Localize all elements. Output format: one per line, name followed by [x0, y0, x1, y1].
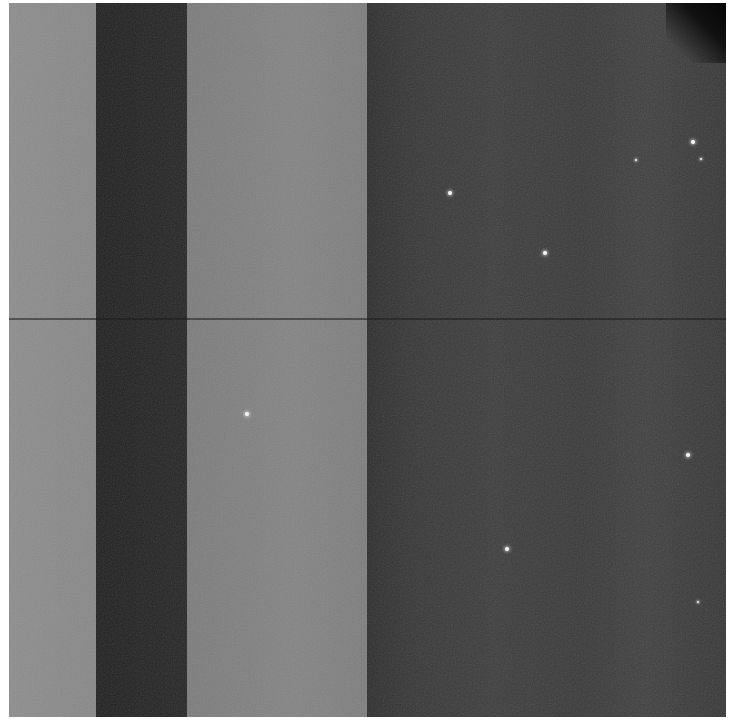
hot-pixel	[448, 191, 452, 195]
sensor-image	[9, 3, 726, 717]
hot-pixel	[700, 158, 702, 160]
hot-pixel	[697, 601, 699, 603]
hot-pixel	[543, 251, 547, 255]
noise-overlay	[9, 3, 726, 717]
hot-pixel	[691, 140, 695, 144]
dark-corner	[666, 3, 726, 63]
hot-pixel	[505, 547, 509, 551]
hot-pixel	[686, 453, 690, 457]
hot-pixel	[635, 159, 637, 161]
hot-pixel	[245, 412, 249, 416]
